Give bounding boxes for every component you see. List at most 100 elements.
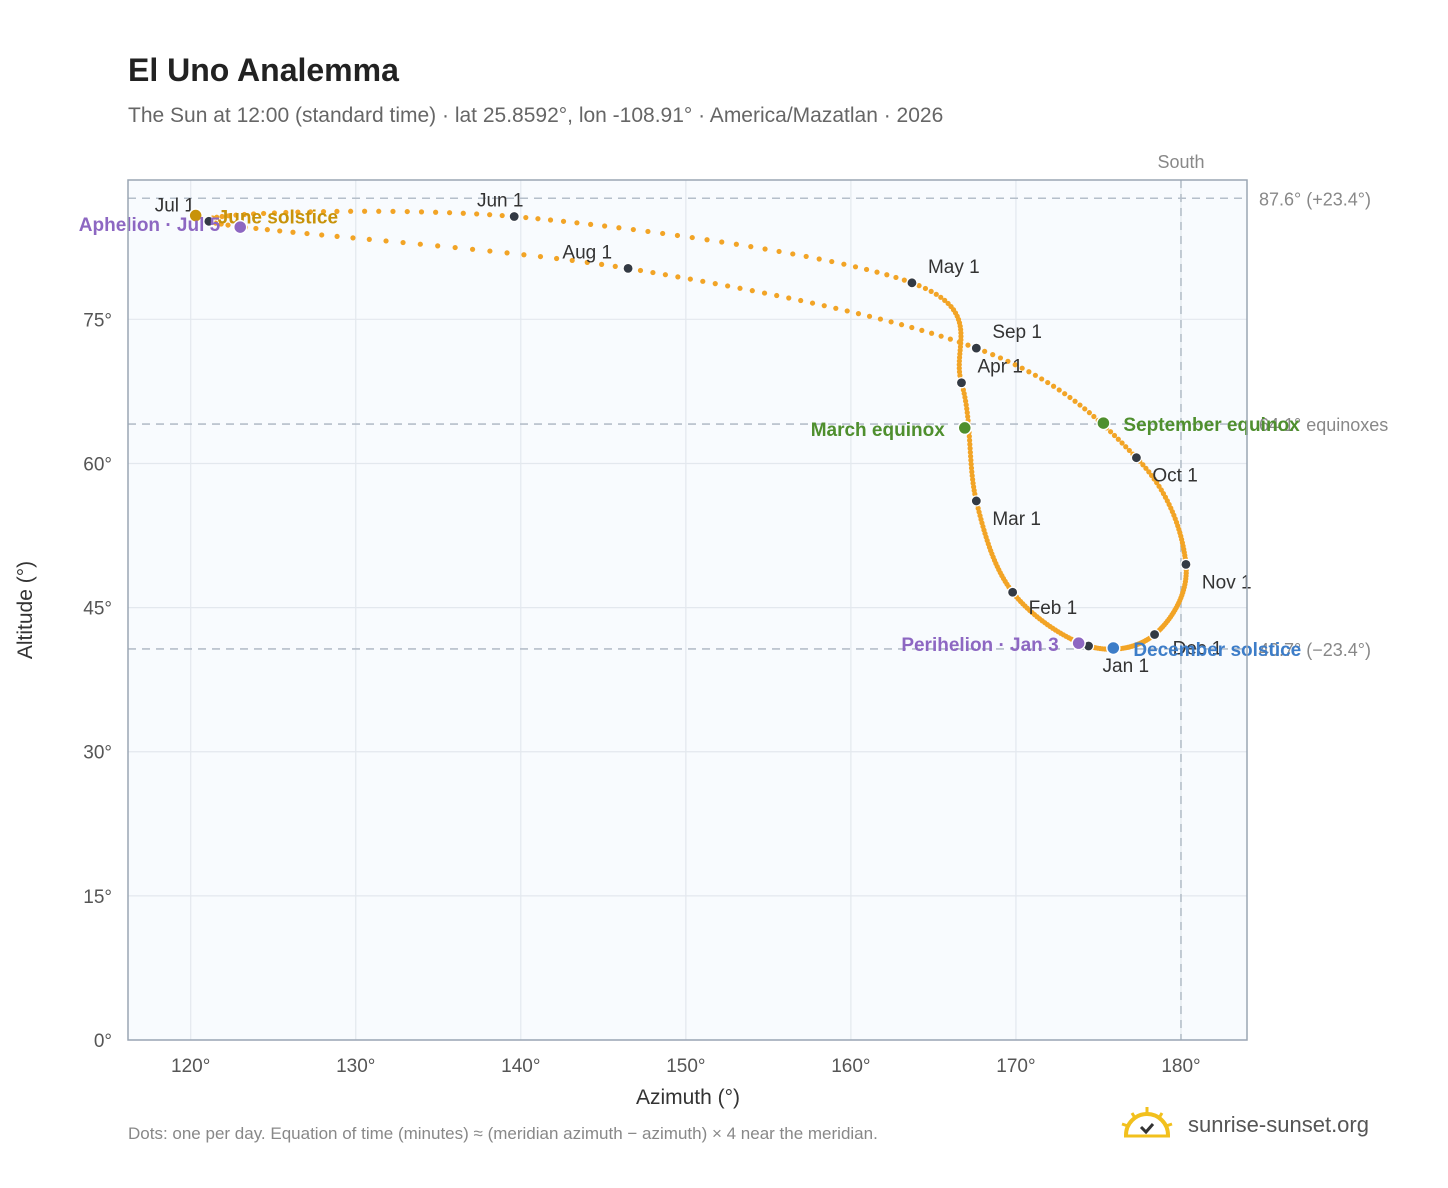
daily-dot [938, 333, 944, 339]
daily-dot [277, 228, 283, 234]
daily-dot [1082, 406, 1088, 412]
daily-dot [418, 209, 425, 215]
daily-dot [253, 225, 259, 232]
daily-dot [968, 461, 974, 467]
event-marker [1106, 640, 1121, 656]
daily-dot [348, 208, 354, 214]
daily-dot [968, 457, 974, 463]
brand[interactable]: sunrise-sunset.org [1120, 1100, 1369, 1150]
daily-dot [893, 274, 899, 281]
daily-dot [588, 221, 594, 227]
month-marker-label: Nov 1 [1202, 572, 1252, 593]
event-marker [232, 219, 248, 235]
daily-dot [942, 297, 948, 303]
month-marker-label: Jun 1 [477, 191, 523, 212]
daily-dot [602, 223, 608, 229]
daily-dot [929, 330, 935, 336]
event-marker [1096, 415, 1111, 431]
month-marker-label: Dec 1 [1173, 639, 1223, 660]
daily-dot [922, 285, 929, 292]
daily-dot [809, 300, 816, 306]
daily-dot [1146, 469, 1152, 475]
daily-dot [1012, 362, 1018, 368]
daily-dot [719, 239, 725, 245]
event-markers: June solstice December solstice March equi… [79, 208, 1301, 661]
daily-dot [662, 272, 668, 278]
daily-dot [798, 297, 804, 304]
month-marker-label: Sep 1 [992, 322, 1042, 343]
y-tick-label: 30° [83, 743, 112, 764]
month-marker-dot [622, 262, 634, 275]
daily-dot [630, 226, 636, 233]
daily-dot [1067, 394, 1073, 401]
month-marker-dot [1007, 586, 1019, 598]
event-label: Perihelion · Jan 3 [901, 635, 1058, 656]
daily-dot [1143, 465, 1149, 471]
event-label: June solstice [218, 208, 338, 229]
x-tick-label: 130° [336, 1056, 375, 1077]
daily-dot [965, 413, 971, 420]
daily-dot [504, 250, 510, 256]
daily-dot [218, 221, 224, 227]
daily-dot [537, 253, 544, 260]
daily-dot [997, 355, 1004, 361]
plot-area [128, 180, 1247, 1040]
daily-dot [737, 285, 743, 291]
daily-dot [968, 465, 975, 471]
event-marker [1071, 635, 1086, 651]
daily-dot [1032, 372, 1038, 378]
daily-dot [660, 230, 666, 237]
daily-dot [487, 248, 493, 254]
month-marker-dot [1180, 558, 1192, 570]
daily-dot [376, 208, 382, 214]
daily-dot [748, 244, 754, 250]
daily-dot [1107, 429, 1114, 435]
daily-dot [499, 212, 505, 219]
daily-dot [968, 453, 974, 459]
daily-dot [319, 232, 325, 238]
chart-title: El Uno Analemma [128, 52, 399, 88]
reference-line-label: 40.7° (−23.4°) [1259, 640, 1371, 660]
y-tick-label: 45° [83, 599, 112, 620]
daily-dot [877, 316, 884, 322]
month-marker-label: Aug 1 [562, 242, 612, 263]
daily-dot [487, 212, 493, 218]
daily-dot [970, 476, 976, 483]
daily-dot [334, 233, 340, 240]
daily-dot [901, 277, 907, 283]
x-tick-label: 180° [1161, 1056, 1200, 1077]
month-marker-dot [970, 342, 982, 354]
month-marker-dot [970, 495, 982, 507]
brand-name: sunrise-sunset.org [1188, 1112, 1369, 1137]
month-marker-label: Jan 1 [1103, 656, 1149, 677]
sunrise-logo-icon [1121, 1107, 1173, 1138]
daily-dot [521, 252, 527, 258]
daily-dot [271, 210, 278, 216]
daily-dot [295, 209, 301, 215]
daily-dot [969, 469, 975, 475]
daily-dot [1115, 436, 1121, 442]
event-label: March equinox [811, 420, 946, 441]
daily-dot [884, 272, 890, 278]
daily-dot [264, 227, 270, 233]
y-tick-label: 60° [83, 454, 112, 475]
daily-dot [774, 292, 780, 299]
month-marker-label: Apr 1 [977, 357, 1022, 378]
daily-dot [982, 348, 988, 354]
daily-dot [584, 259, 590, 265]
daily-dot [966, 433, 972, 439]
daily-dot [214, 214, 220, 220]
daily-dot [909, 324, 915, 331]
daily-dot [219, 213, 225, 220]
daily-dot [250, 211, 257, 217]
plot-frame [127, 179, 1248, 1041]
daily-dot [535, 216, 541, 222]
daily-dot [1050, 383, 1057, 389]
daily-dot [956, 339, 962, 345]
daily-dot [366, 236, 372, 243]
x-tick-label: 170° [996, 1056, 1035, 1077]
daily-dot [1045, 379, 1051, 386]
daily-dot [383, 238, 389, 244]
daily-dot [350, 235, 356, 241]
